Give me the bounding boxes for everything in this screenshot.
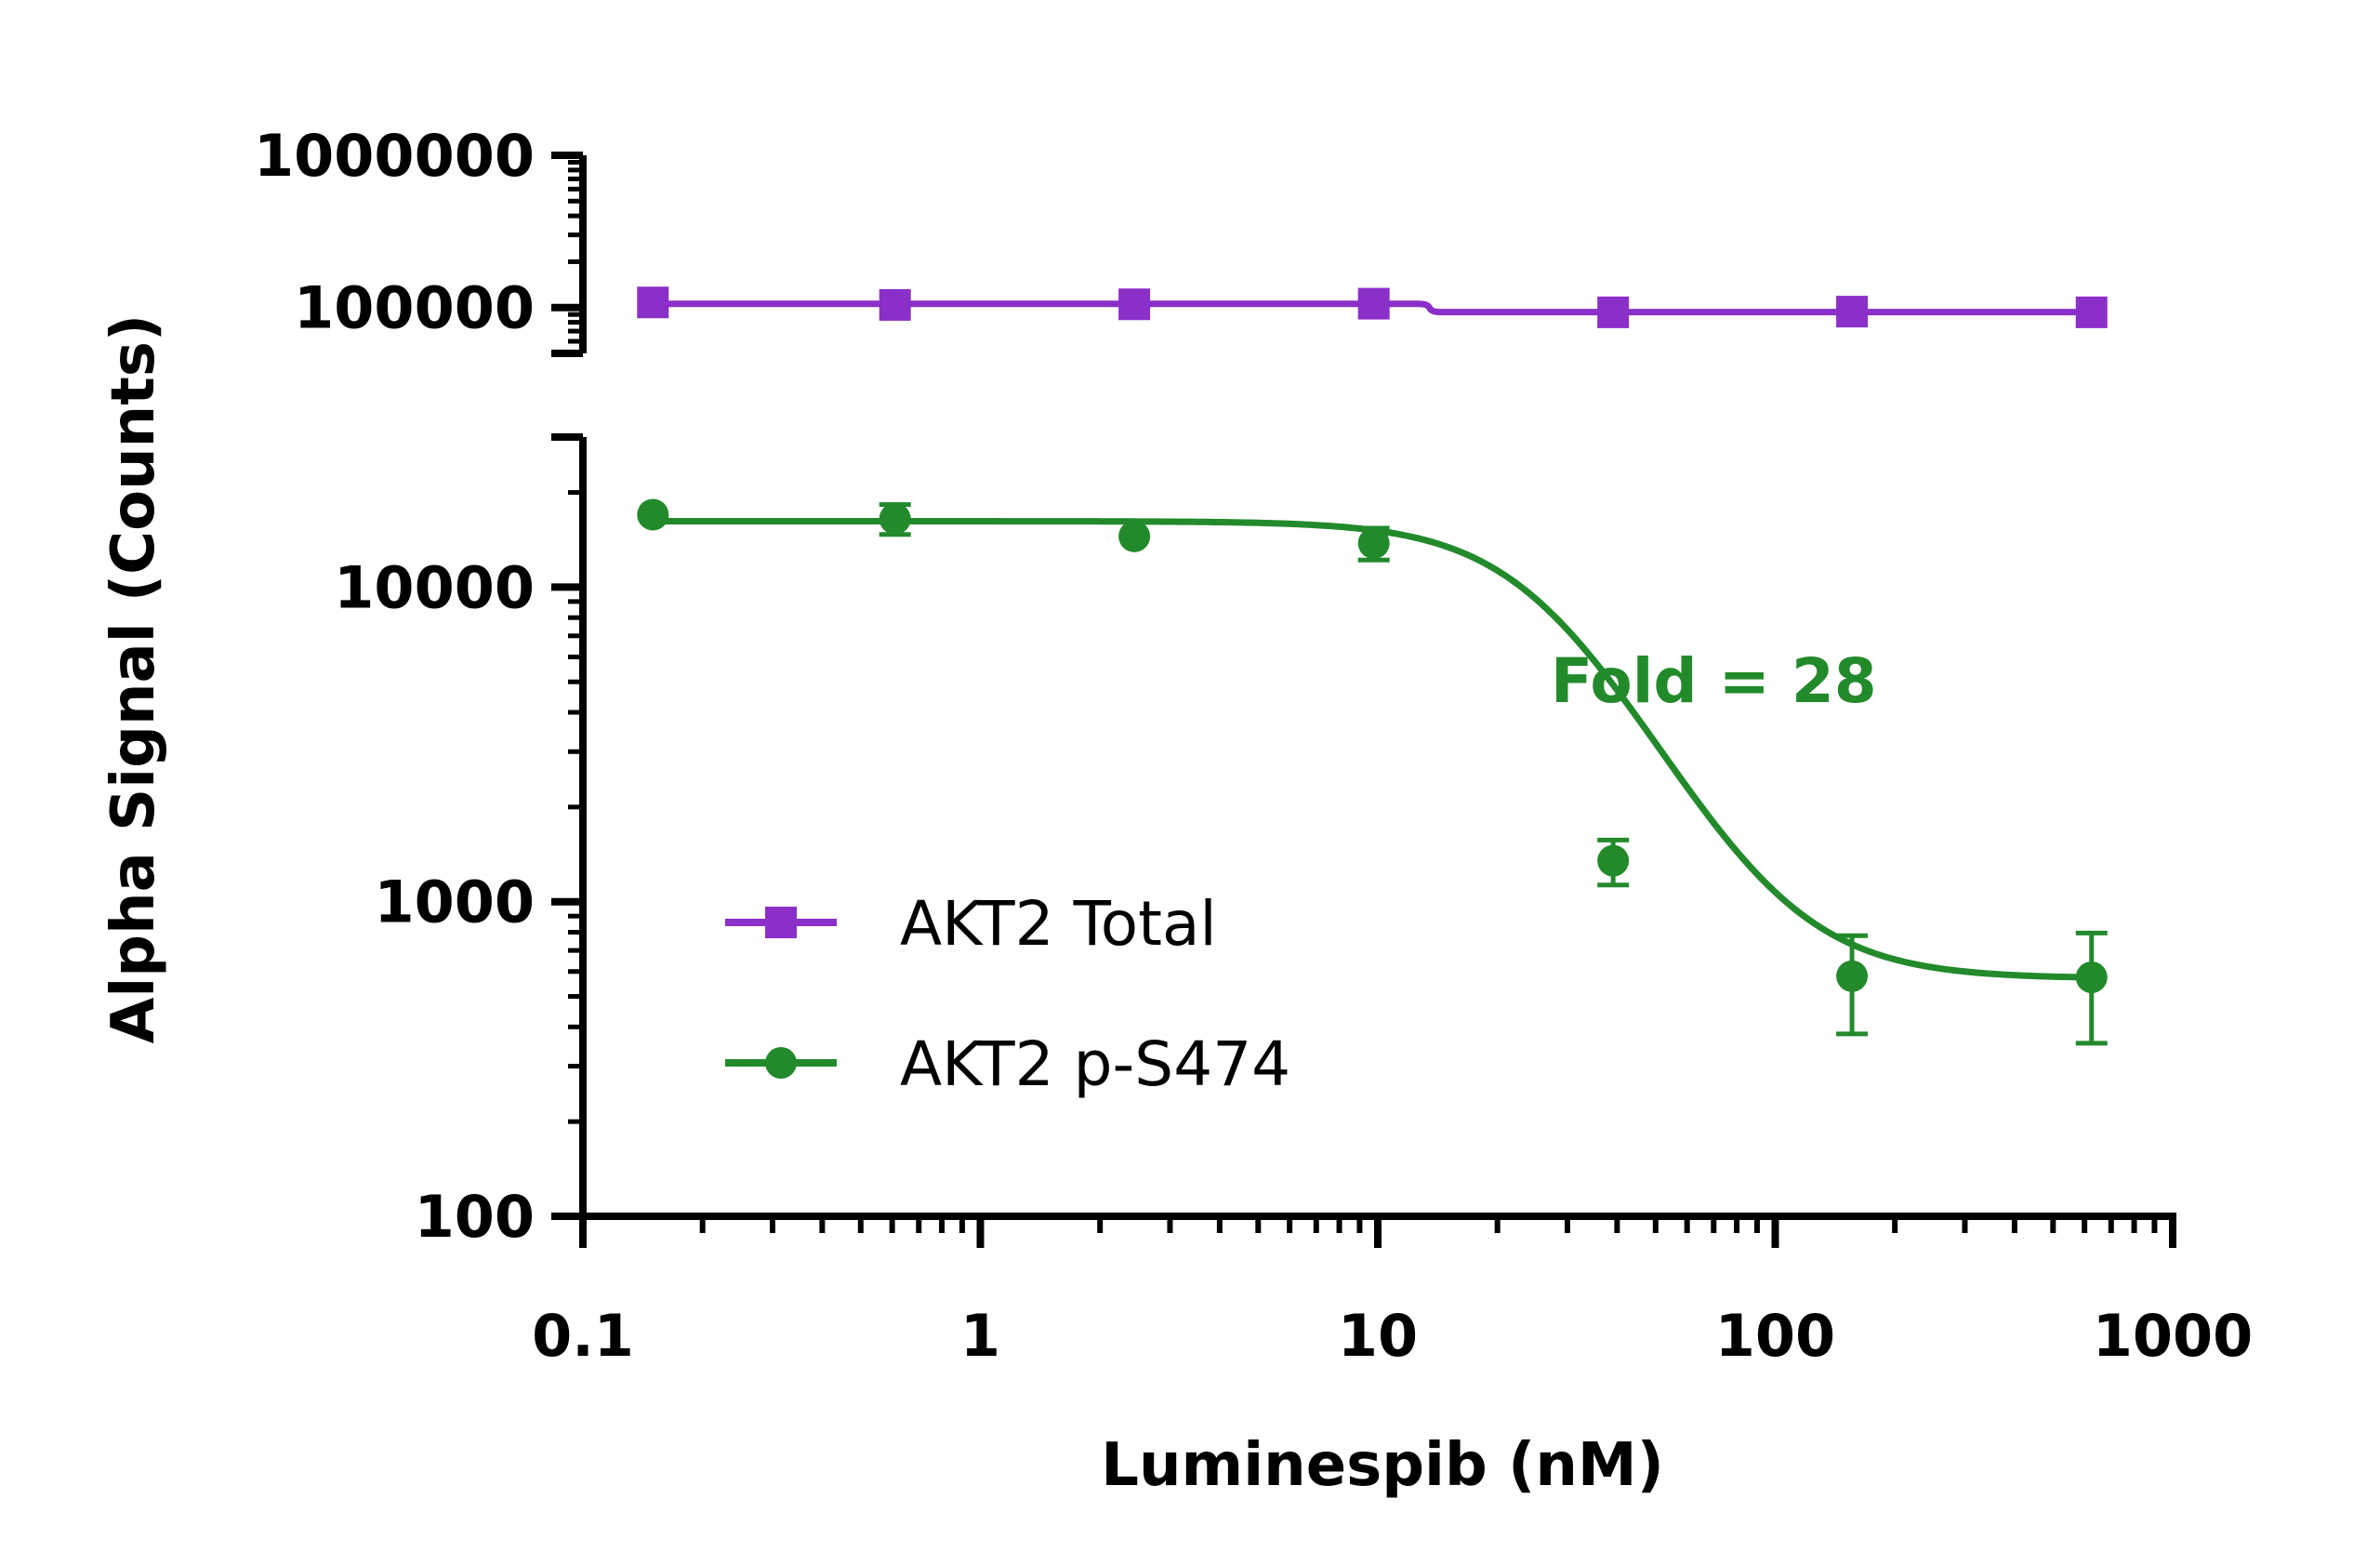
x-tick-label: 1000 [2093, 1302, 2254, 1370]
data-point-akt2-total [2075, 296, 2108, 328]
fit-curve-akt2-ps474 [653, 518, 2092, 981]
lower-y-tick-label: 100 [415, 1183, 535, 1251]
data-point-akt2-ps474 [1597, 844, 1630, 877]
legend-label-akt2-ps474: AKT2 p-S474 [900, 1028, 1290, 1100]
x-tick-label: 10 [1338, 1302, 1418, 1370]
x-tick-label: 0.1 [532, 1302, 634, 1370]
legend-item-akt2-total: AKT2 Total [725, 888, 1217, 960]
data-point-akt2-total [637, 286, 669, 319]
upper-y-tick-label: 1000000 [254, 122, 535, 190]
data-point-akt2-ps474 [1836, 960, 1869, 992]
legend-marker-square [765, 907, 797, 938]
upper-y-tick-label: 100000 [294, 274, 535, 342]
data-point-akt2-ps474 [637, 498, 669, 531]
data-point-akt2-total [1597, 296, 1630, 328]
data-point-akt2-ps474 [1118, 520, 1151, 552]
x-tick-label: 100 [1715, 1302, 1835, 1370]
upper-y-axis: 100000 1000000 [254, 122, 587, 357]
data-point-akt2-total [1118, 288, 1151, 321]
series-akt2-total [637, 286, 2108, 328]
y-axis-title: Alpha Signal (Counts) [99, 314, 168, 1043]
fit-curve-akt2-total [653, 300, 2092, 316]
data-point-akt2-total [1357, 287, 1390, 320]
series-akt2-ps474 [637, 498, 2108, 1046]
data-point-akt2-total [1836, 296, 1869, 328]
legend-marker-circle [765, 1047, 797, 1079]
legend-item-akt2-ps474: AKT2 p-S474 [725, 1028, 1290, 1100]
lower-y-tick-label: 10000 [334, 553, 535, 621]
lower-y-axis: 100 1000 10000 [334, 433, 587, 1251]
x-axis: 0.1 1 10 100 1000 [532, 1213, 2254, 1370]
x-tick-label: 1 [960, 1302, 1000, 1370]
fold-annotation: Fold = 28 [1551, 645, 1877, 717]
legend: AKT2 Total AKT2 p-S474 [725, 888, 1290, 1100]
data-point-akt2-ps474 [1357, 527, 1390, 560]
data-point-akt2-ps474 [2075, 962, 2108, 994]
data-point-akt2-total [879, 288, 911, 321]
legend-label-akt2-total: AKT2 Total [900, 888, 1217, 960]
lower-y-tick-label: 1000 [374, 869, 535, 936]
x-axis-title: Luminespib (nM) [1101, 1431, 1664, 1500]
series-layer [637, 286, 2108, 1046]
data-point-akt2-ps474 [879, 502, 911, 535]
